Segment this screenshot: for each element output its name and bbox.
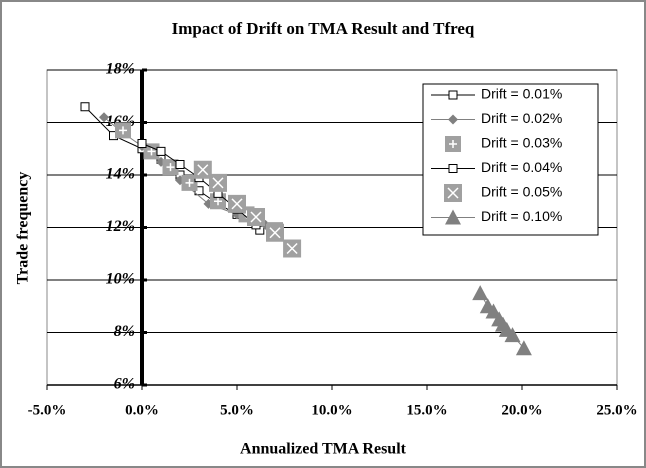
y-tick-label: 12% <box>106 218 135 235</box>
x-tick-label: 25.0% <box>596 402 637 418</box>
marker-part <box>448 164 458 173</box>
marker <box>162 159 179 176</box>
legend-item: Drift = 0.04% <box>431 159 562 175</box>
marker <box>193 160 212 179</box>
legend-label: Drift = 0.05% <box>481 184 562 200</box>
marker-part <box>99 112 109 123</box>
y-tick-label: 6% <box>114 376 135 393</box>
marker-part <box>445 209 461 225</box>
marker-part <box>175 160 185 169</box>
marker <box>445 136 461 152</box>
marker-part <box>137 139 147 148</box>
y-tick-label: 8% <box>114 323 135 340</box>
marker-part <box>448 90 458 100</box>
marker-part <box>447 187 459 199</box>
y-tick-label: 14% <box>106 166 135 183</box>
marker <box>448 90 458 100</box>
marker <box>175 160 185 169</box>
y-tick-label: 18% <box>106 61 135 78</box>
marker-part <box>472 285 489 301</box>
marker <box>115 122 131 139</box>
marker-part <box>214 197 222 206</box>
legend: Drift = 0.01% Drift = 0.02% Drift = 0.03% D… <box>422 83 599 236</box>
chart-title: Impact of Drift on TMA Result and Tfreq <box>172 19 475 38</box>
marker-part <box>269 227 281 239</box>
marker-part <box>197 164 209 176</box>
marker-part <box>119 126 127 135</box>
legend-label: Drift = 0.03% <box>481 135 562 151</box>
x-tick-label: -5.0% <box>28 402 67 418</box>
marker-part <box>80 102 90 112</box>
legend-item: Drift = 0.03% <box>445 135 562 152</box>
marker-part <box>185 178 194 187</box>
marker <box>156 146 166 156</box>
x-axis-title: Annualized TMA Result <box>240 441 407 458</box>
x-tick-label: 15.0% <box>406 402 447 418</box>
marker <box>266 223 284 242</box>
marker <box>99 112 109 123</box>
marker <box>247 208 265 226</box>
legend-item: Drift = 0.10% <box>431 208 562 225</box>
marker <box>143 143 160 160</box>
y-axis-title: Trade frequency <box>15 172 32 285</box>
marker <box>181 174 198 191</box>
marker-part <box>448 114 458 125</box>
x-tick-label: 5.0% <box>220 402 254 418</box>
y-tick-label: 10% <box>106 271 135 288</box>
marker <box>444 184 462 202</box>
x-tick-label: 20.0% <box>501 402 542 418</box>
legend-label: Drift = 0.04% <box>481 159 562 175</box>
marker <box>472 285 489 301</box>
x-tick-label: 10.0% <box>311 402 352 418</box>
marker <box>283 239 302 258</box>
x-tick-label: 0.0% <box>125 402 159 418</box>
marker-part <box>147 147 156 156</box>
legend-item: Drift = 0.01% <box>431 86 562 102</box>
legend-label: Drift = 0.10% <box>481 208 562 224</box>
marker-part <box>449 140 457 148</box>
marker-part <box>515 340 532 356</box>
legend-item: Drift = 0.02% <box>431 110 562 126</box>
marker <box>80 102 90 112</box>
marker <box>209 173 227 192</box>
legend-item: Drift = 0.05% <box>444 184 562 202</box>
legend-label: Drift = 0.01% <box>481 86 562 102</box>
marker-part <box>231 198 243 210</box>
marker-part <box>156 146 166 156</box>
marker <box>448 114 458 125</box>
marker <box>137 139 147 148</box>
marker-part <box>504 327 521 343</box>
marker-part <box>286 242 298 255</box>
legend-box <box>422 83 599 236</box>
marker <box>515 340 532 356</box>
marker-part <box>250 211 262 223</box>
legend-label: Drift = 0.02% <box>481 110 562 126</box>
marker <box>228 194 246 213</box>
marker-part <box>166 163 175 172</box>
marker <box>504 327 521 343</box>
marker <box>445 209 461 225</box>
marker <box>448 164 458 173</box>
marker-part <box>212 177 224 189</box>
